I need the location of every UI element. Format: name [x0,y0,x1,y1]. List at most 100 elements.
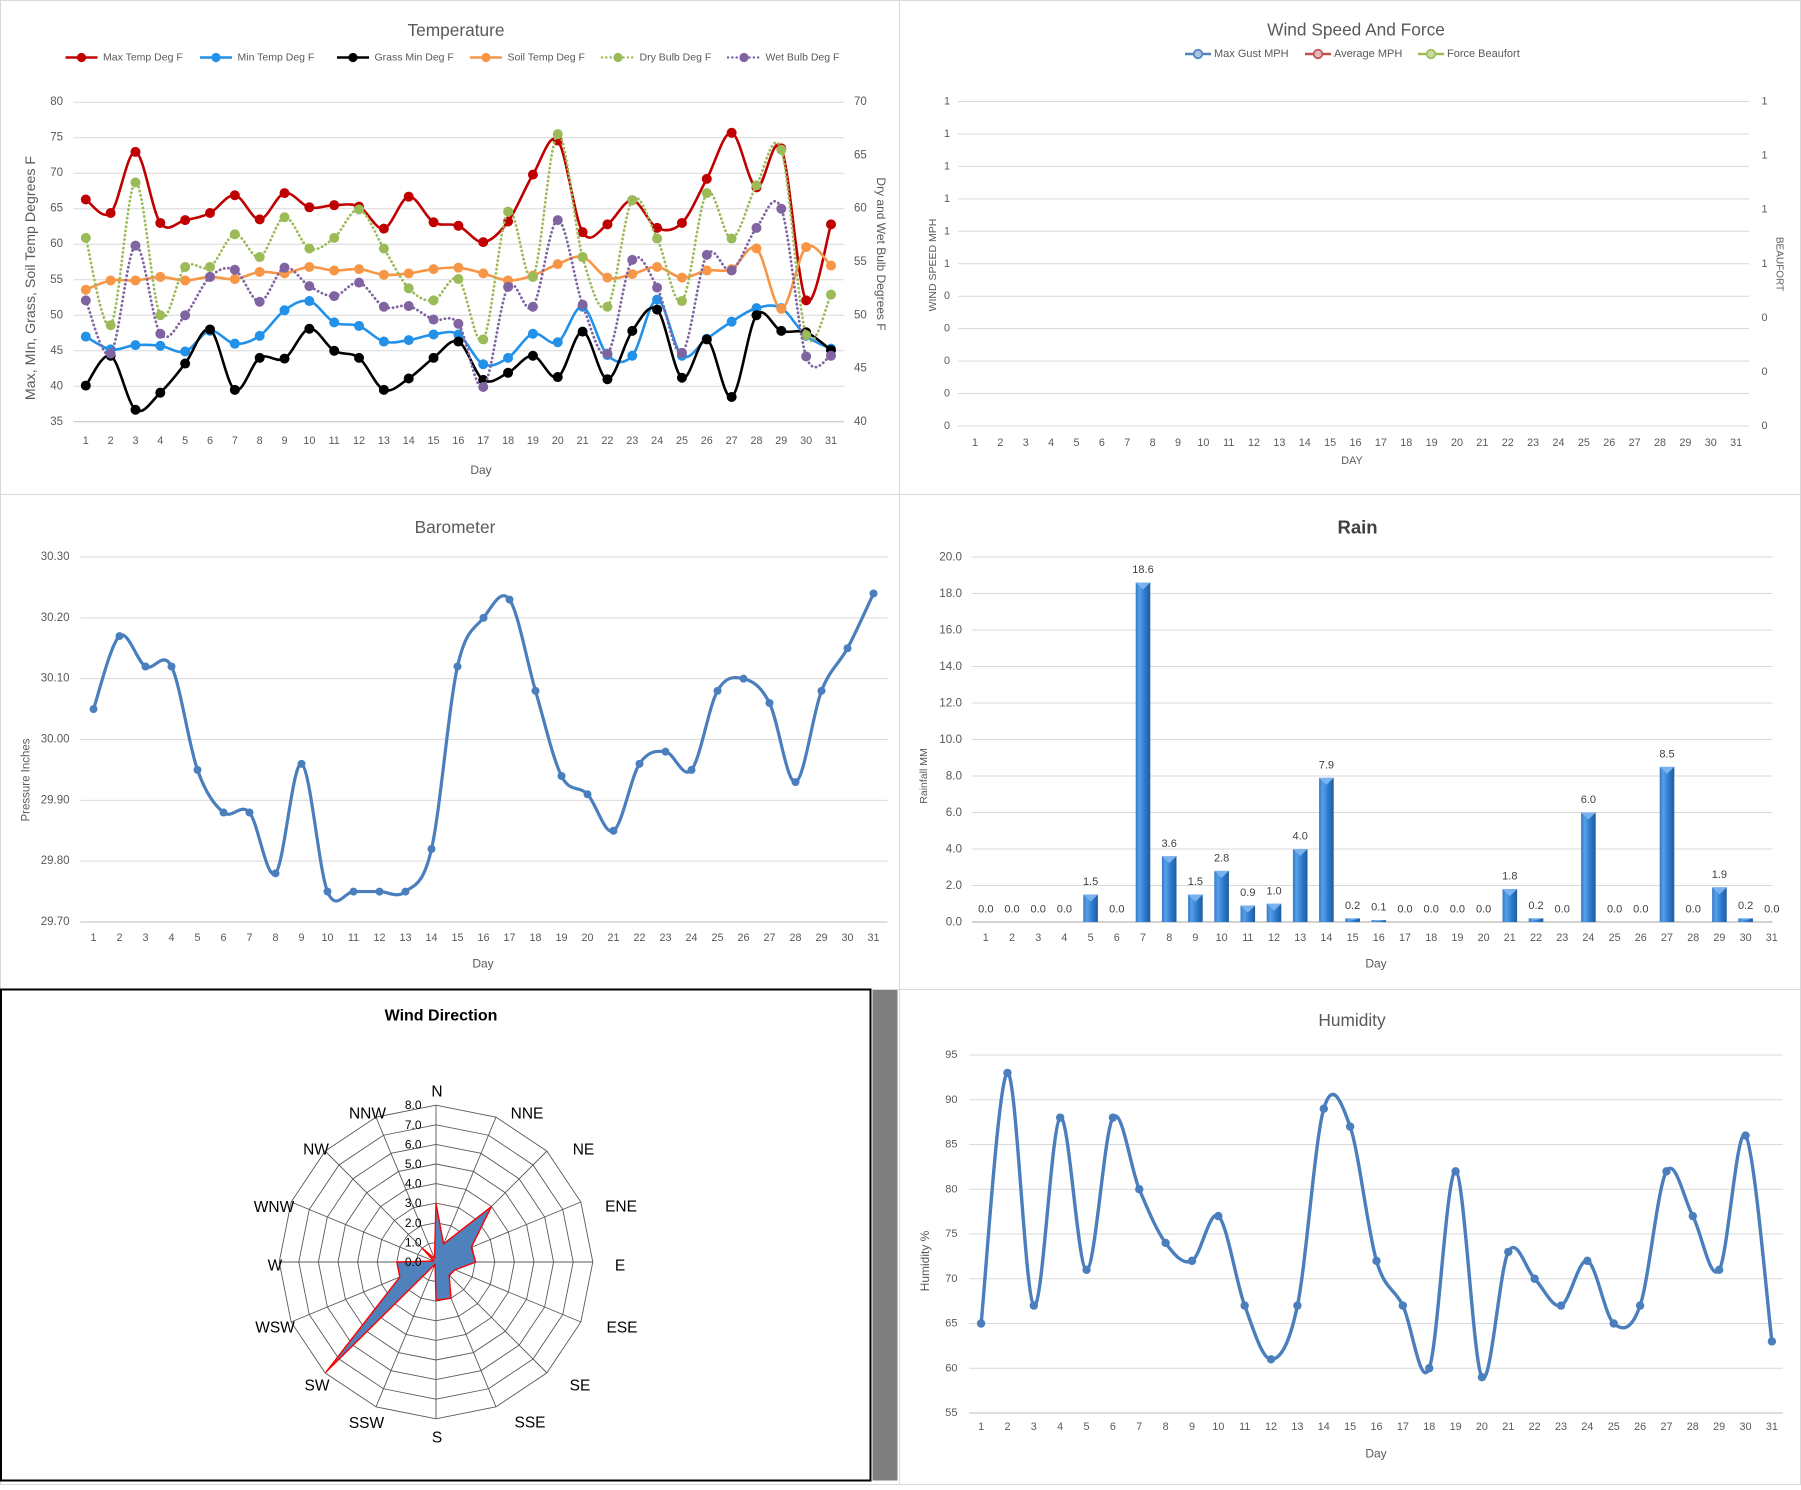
svg-text:30: 30 [1740,1421,1752,1433]
svg-text:13: 13 [1273,437,1285,449]
svg-text:10: 10 [303,435,315,447]
svg-text:1: 1 [972,437,978,449]
svg-text:3.6: 3.6 [1162,838,1177,850]
svg-text:12: 12 [1248,437,1260,449]
svg-text:27: 27 [763,932,775,944]
svg-text:DAY: DAY [1341,455,1362,467]
svg-text:NW: NW [303,1142,329,1159]
svg-text:4.0: 4.0 [405,1177,422,1191]
svg-text:60: 60 [854,203,867,215]
svg-text:1.5: 1.5 [1083,876,1098,888]
svg-text:26: 26 [1634,1421,1646,1433]
svg-text:25: 25 [1608,1421,1620,1433]
svg-text:7: 7 [232,435,238,447]
svg-text:9: 9 [298,932,304,944]
svg-text:ENE: ENE [605,1199,637,1216]
svg-text:N: N [431,1084,442,1101]
svg-text:0.0: 0.0 [1555,904,1570,916]
svg-text:10: 10 [1212,1421,1224,1433]
svg-text:30: 30 [841,932,853,944]
svg-text:28: 28 [1687,932,1699,944]
svg-text:19: 19 [555,932,567,944]
svg-text:14: 14 [1320,932,1332,944]
svg-text:7: 7 [246,932,252,944]
svg-text:1: 1 [944,96,950,108]
svg-text:17: 17 [1375,437,1387,449]
svg-text:28: 28 [750,435,762,447]
svg-text:21: 21 [1504,932,1516,944]
svg-text:6: 6 [220,932,226,944]
svg-text:0.0: 0.0 [1633,904,1648,916]
svg-text:8.0: 8.0 [405,1098,422,1112]
svg-text:22: 22 [1530,932,1542,944]
svg-text:12: 12 [1265,1421,1277,1433]
svg-text:2: 2 [1004,1421,1010,1433]
svg-text:1: 1 [944,258,950,270]
svg-text:12: 12 [1268,932,1280,944]
svg-text:8.0: 8.0 [946,770,963,783]
svg-text:18: 18 [1400,437,1412,449]
svg-text:15: 15 [1344,1421,1356,1433]
svg-text:50: 50 [50,309,63,321]
svg-text:6: 6 [1110,1421,1116,1433]
svg-text:1.8: 1.8 [1502,871,1517,883]
svg-text:0.2: 0.2 [1738,900,1753,912]
svg-text:45: 45 [50,345,63,357]
svg-text:18.6: 18.6 [1132,564,1153,576]
svg-text:18: 18 [502,435,514,447]
svg-text:4: 4 [1048,437,1054,449]
svg-text:40: 40 [50,380,63,392]
svg-text:21: 21 [1502,1421,1514,1433]
svg-text:Temperature: Temperature [407,20,504,40]
svg-text:13: 13 [1291,1421,1303,1433]
svg-text:55: 55 [945,1407,957,1419]
svg-text:0: 0 [944,420,950,432]
svg-text:0.0: 0.0 [1607,904,1622,916]
svg-text:31: 31 [825,435,837,447]
svg-text:10: 10 [1197,437,1209,449]
svg-text:18: 18 [1423,1421,1435,1433]
svg-text:30: 30 [1740,932,1752,944]
svg-text:0.0: 0.0 [1031,904,1046,916]
svg-text:Dry Bulb Deg F: Dry Bulb Deg F [640,52,712,64]
svg-text:14: 14 [1299,437,1311,449]
svg-text:15: 15 [1347,932,1359,944]
svg-text:0: 0 [944,388,950,400]
svg-text:23: 23 [626,435,638,447]
svg-text:20.0: 20.0 [939,551,962,564]
svg-text:65: 65 [854,149,867,161]
svg-text:25: 25 [711,932,723,944]
svg-text:0.0: 0.0 [946,916,963,929]
svg-text:15: 15 [1324,437,1336,449]
svg-text:24: 24 [1553,437,1565,449]
svg-text:12: 12 [373,932,385,944]
svg-text:19: 19 [1426,437,1438,449]
svg-text:19: 19 [1451,932,1463,944]
svg-text:19: 19 [1450,1421,1462,1433]
svg-text:14: 14 [425,932,437,944]
svg-text:0.0: 0.0 [1004,904,1019,916]
svg-text:50: 50 [854,309,867,321]
svg-text:27: 27 [1660,1421,1672,1433]
svg-text:0: 0 [944,290,950,302]
svg-text:Barometer: Barometer [415,517,496,537]
svg-text:20: 20 [581,932,593,944]
svg-text:BEAUFORT: BEAUFORT [1774,237,1785,291]
svg-text:SW: SW [305,1378,330,1395]
svg-text:14: 14 [403,435,415,447]
svg-text:7: 7 [1140,932,1146,944]
svg-text:2.0: 2.0 [405,1216,422,1230]
svg-text:Force Beaufort: Force Beaufort [1447,48,1520,60]
svg-text:1: 1 [1762,150,1768,162]
svg-text:21: 21 [607,932,619,944]
svg-text:27: 27 [1661,932,1673,944]
svg-text:23: 23 [1527,437,1539,449]
svg-text:5: 5 [1073,437,1079,449]
svg-text:NNE: NNE [511,1106,544,1123]
svg-text:45: 45 [854,363,867,375]
svg-text:16: 16 [477,932,489,944]
svg-text:NE: NE [573,1142,595,1159]
svg-text:22: 22 [633,932,645,944]
svg-text:8: 8 [1166,932,1172,944]
svg-text:1: 1 [1762,96,1768,108]
